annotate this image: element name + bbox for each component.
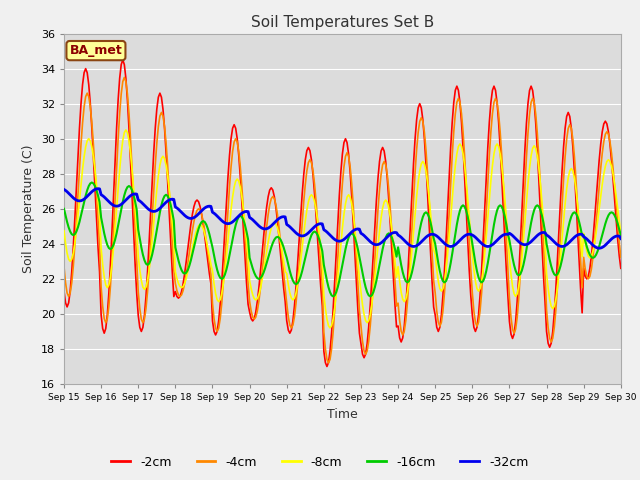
-16cm xyxy=(76,219,83,225)
-8cm xyxy=(617,230,625,236)
-8cm xyxy=(326,325,334,331)
-2cm xyxy=(165,209,173,215)
-16cm xyxy=(330,293,337,300)
-2cm xyxy=(617,265,625,271)
-4cm xyxy=(552,307,559,313)
Line: -16cm: -16cm xyxy=(64,182,621,296)
-2cm xyxy=(60,288,68,294)
Line: -4cm: -4cm xyxy=(64,77,621,363)
Line: -8cm: -8cm xyxy=(64,130,621,328)
-16cm xyxy=(552,273,559,278)
-4cm xyxy=(60,264,68,269)
-8cm xyxy=(60,228,68,234)
-8cm xyxy=(76,197,83,203)
Line: -32cm: -32cm xyxy=(64,189,621,248)
-4cm xyxy=(380,158,388,164)
-8cm xyxy=(380,199,388,205)
-4cm xyxy=(324,360,332,366)
-4cm xyxy=(617,254,625,260)
-2cm xyxy=(399,335,406,341)
-8cm xyxy=(552,296,559,302)
-32cm xyxy=(165,197,173,203)
-8cm xyxy=(122,127,130,133)
-4cm xyxy=(76,166,83,171)
-32cm xyxy=(60,187,68,192)
-16cm xyxy=(617,232,625,238)
-4cm xyxy=(412,169,419,175)
-16cm xyxy=(399,269,406,275)
-16cm xyxy=(60,206,68,212)
-8cm xyxy=(399,296,406,302)
-2cm xyxy=(412,136,419,142)
-32cm xyxy=(410,243,417,249)
-32cm xyxy=(379,239,387,244)
-32cm xyxy=(94,186,102,192)
-2cm xyxy=(76,125,83,131)
-4cm xyxy=(399,332,406,338)
-4cm xyxy=(165,188,173,193)
-4cm xyxy=(120,74,128,80)
-16cm xyxy=(165,197,173,203)
-16cm xyxy=(412,253,419,259)
Text: BA_met: BA_met xyxy=(70,44,122,57)
Title: Soil Temperatures Set B: Soil Temperatures Set B xyxy=(251,15,434,30)
X-axis label: Time: Time xyxy=(327,408,358,420)
-2cm xyxy=(323,364,331,370)
-32cm xyxy=(617,236,625,241)
-8cm xyxy=(165,187,173,192)
Line: -2cm: -2cm xyxy=(64,60,621,367)
-2cm xyxy=(380,148,388,154)
-32cm xyxy=(595,245,603,251)
-8cm xyxy=(412,211,419,216)
-16cm xyxy=(380,240,388,245)
-2cm xyxy=(119,57,127,63)
-16cm xyxy=(88,180,96,185)
-2cm xyxy=(552,286,559,291)
-32cm xyxy=(76,198,83,204)
Y-axis label: Soil Temperature (C): Soil Temperature (C) xyxy=(22,144,35,273)
-32cm xyxy=(550,239,558,245)
Legend: -2cm, -4cm, -8cm, -16cm, -32cm: -2cm, -4cm, -8cm, -16cm, -32cm xyxy=(106,451,534,474)
-32cm xyxy=(397,234,405,240)
